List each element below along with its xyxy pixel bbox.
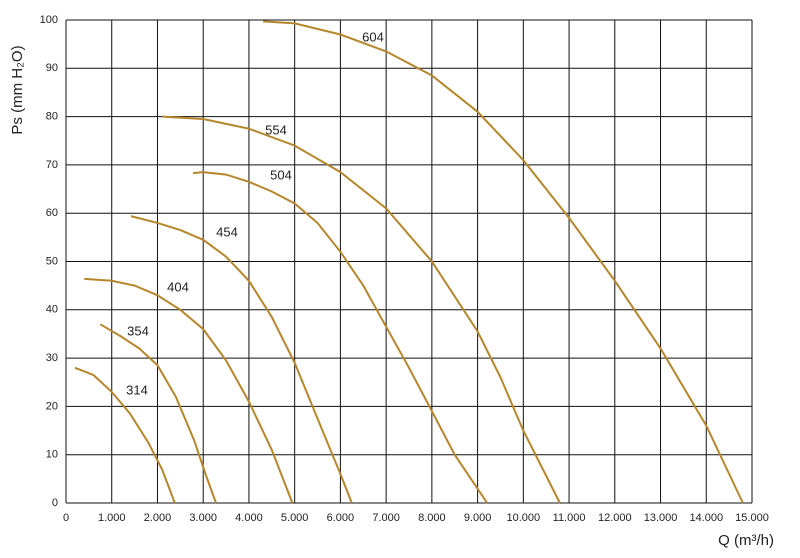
- curve: [74, 366, 176, 504]
- x-tick-label: 0: [63, 512, 69, 524]
- x-tick-label: 10.000: [507, 512, 541, 524]
- y-tick-label: 50: [46, 255, 58, 267]
- y-axis-title: Ps (mm H₂O): [9, 45, 26, 134]
- curve: [99, 323, 217, 504]
- x-tick-label: 9.000: [464, 512, 492, 524]
- x-tick-label: 5.000: [281, 512, 309, 524]
- x-tick-label: 12.000: [598, 512, 632, 524]
- curve-label: 504: [270, 167, 292, 182]
- x-tick-label: 13.000: [644, 512, 678, 524]
- y-tick-label: 60: [46, 207, 58, 219]
- curve: [161, 115, 561, 504]
- x-tick-label: 1.000: [98, 512, 126, 524]
- curve: [84, 277, 294, 504]
- curve-label: 604: [362, 29, 384, 44]
- x-tick-label: 14.000: [689, 512, 723, 524]
- curve-label: 554: [265, 122, 287, 137]
- x-tick-label: 7.000: [372, 512, 400, 524]
- y-tick-label: 30: [46, 352, 58, 364]
- y-tick-label: 40: [46, 304, 58, 316]
- x-tick-label: 15.000: [735, 512, 769, 524]
- y-tick-label: 10: [46, 449, 58, 461]
- x-tick-label: 8.000: [418, 512, 446, 524]
- x-tick-label: 4.000: [235, 512, 263, 524]
- x-tick-label: 3.000: [189, 512, 217, 524]
- curve-label: 314: [126, 382, 148, 397]
- curve-label: 354: [127, 323, 149, 338]
- curve-label: 454: [216, 224, 238, 239]
- y-tick-label: 20: [46, 400, 58, 412]
- curve: [263, 20, 744, 504]
- curve: [130, 215, 353, 504]
- y-tick-label: 70: [46, 159, 58, 171]
- curve-label: 404: [167, 279, 189, 294]
- y-tick-label: 100: [40, 14, 58, 26]
- y-tick-label: 90: [46, 62, 58, 74]
- x-tick-label: 11.000: [553, 512, 586, 524]
- x-tick-label: 2.000: [144, 512, 172, 524]
- x-tick-label: 6.000: [327, 512, 355, 524]
- y-tick-label: 80: [46, 111, 58, 123]
- curve: [193, 171, 489, 504]
- y-tick-label: 0: [52, 497, 58, 509]
- x-axis-title: Q (m³/h): [718, 532, 774, 549]
